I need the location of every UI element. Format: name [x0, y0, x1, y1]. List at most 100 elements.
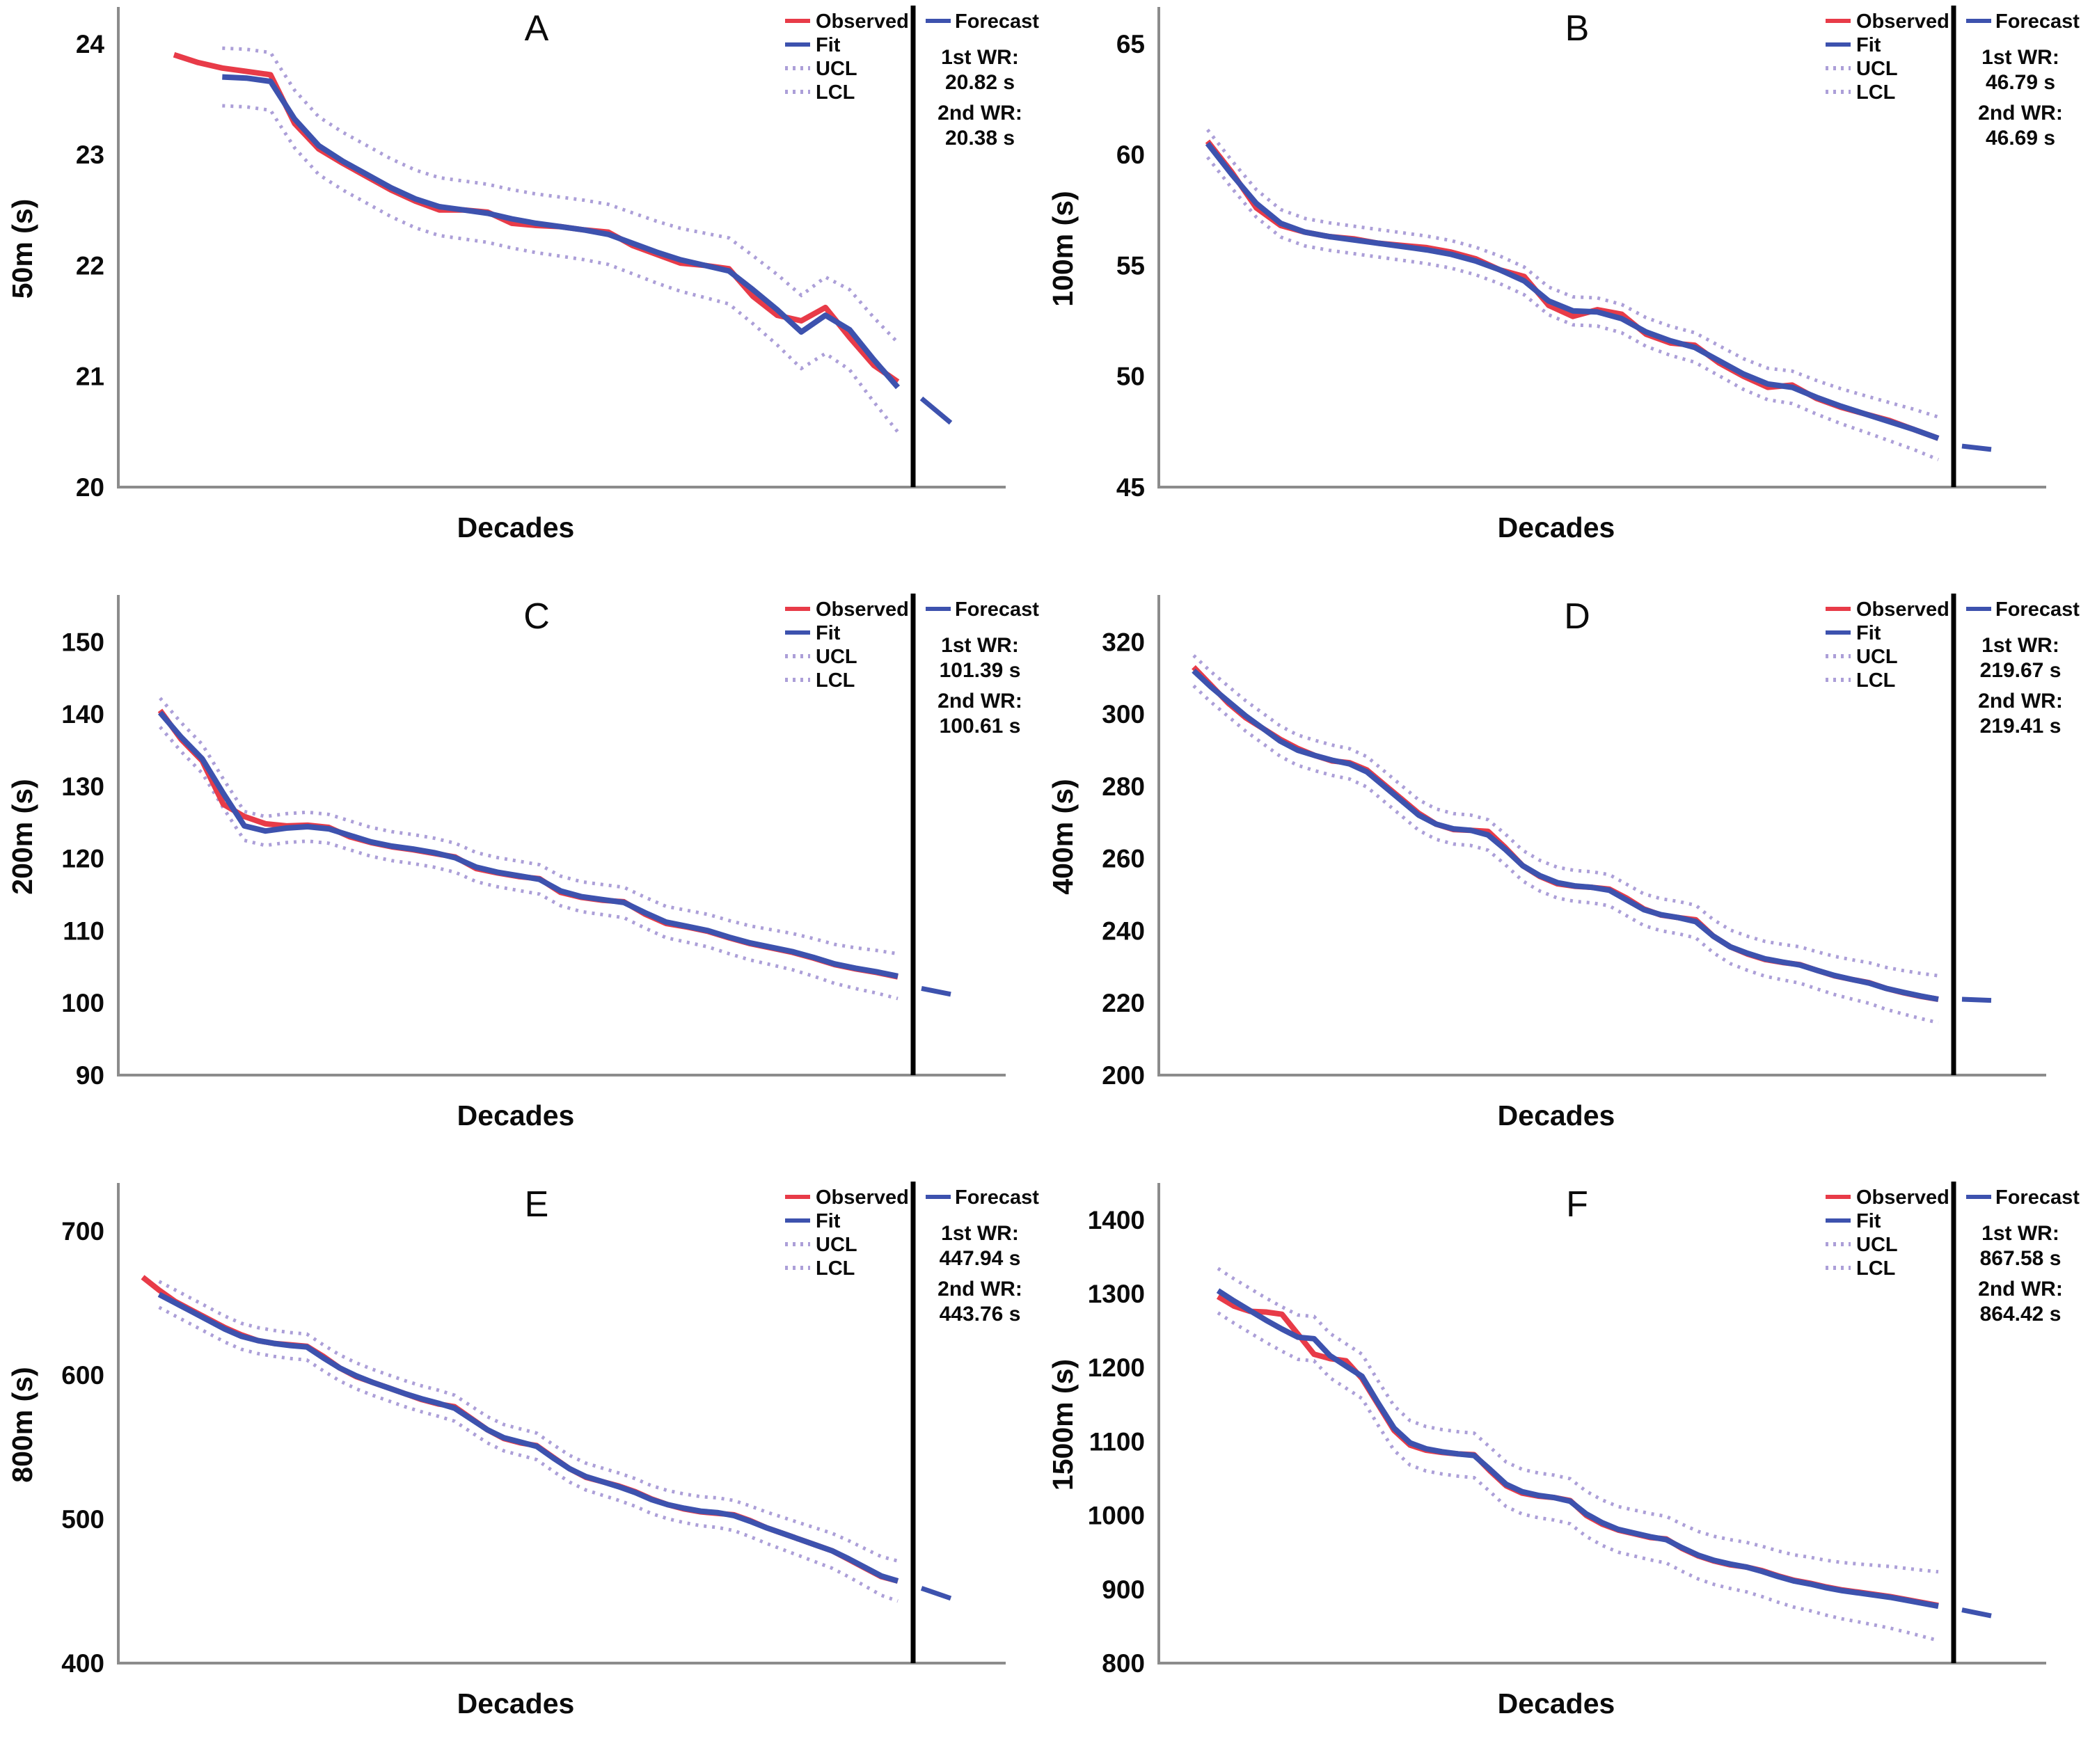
y-tick-label: 400: [61, 1649, 104, 1678]
y-tick-label: 1200: [1088, 1353, 1145, 1382]
chart-f: 800 900 1000 1100 1200 1300 1400 1500m (s) Decad…: [1047, 1182, 2080, 1719]
legend-forecast-label: Forecast: [1995, 1186, 2080, 1209]
y-tick-label: 60: [1116, 141, 1145, 169]
x-axis-label: Decades: [457, 1687, 575, 1719]
wr1-value: 867.58 s: [1980, 1247, 2062, 1270]
ucl-line: [1192, 654, 1939, 978]
fit-line: [157, 1292, 899, 1584]
legend-ucl-label: UCL: [816, 1234, 857, 1256]
legend-ucl-label: UCL: [816, 646, 857, 668]
legend-ucl-label: UCL: [1856, 58, 1898, 80]
wr2-label: 2nd WR:: [937, 1278, 1022, 1301]
ucl-line: [1206, 128, 1939, 419]
panel-b: 45 50 55 60 65 100m (s) Decades B Observed Fit UCL…: [1040, 0, 2081, 588]
wr2-value: 219.41 s: [1980, 715, 2062, 738]
forecast-line: [920, 1586, 952, 1601]
wr2-label: 2nd WR:: [1978, 102, 2063, 125]
legend-forecast-label: Forecast: [955, 10, 1039, 33]
wr2-label: 2nd WR:: [937, 102, 1022, 125]
fit-line: [157, 710, 899, 979]
ucl-line: [1217, 1266, 1939, 1574]
x-axis-label: Decades: [1498, 511, 1615, 543]
wr2-label: 2nd WR:: [1978, 1278, 2063, 1301]
legend-observed-label: Observed: [816, 1186, 909, 1209]
legend-fit-label: Fit: [1856, 34, 1881, 56]
legend-ucl-label: UCL: [816, 58, 857, 80]
y-axis-label: 800m (s): [6, 1367, 38, 1482]
legend-lcl-label: LCL: [1856, 1257, 1895, 1280]
panel-a: 20 21 22 23 24 50m (s) Decades A Observed Fit UCL L…: [0, 0, 1040, 588]
panel-letter: A: [525, 8, 549, 49]
y-tick-label: 150: [61, 628, 104, 656]
y-tick-label: 120: [61, 845, 104, 873]
forecast-line: [921, 986, 951, 997]
y-tick-label: 1000: [1088, 1502, 1145, 1530]
panel-letter: C: [523, 596, 550, 637]
panel-e: 400 500 600 700 800m (s) Decades E Observed Fit U…: [0, 1176, 1040, 1764]
legend-observed-label: Observed: [816, 10, 909, 33]
y-axis-label: 200m (s): [6, 779, 38, 894]
y-axis-label: 50m (s): [6, 199, 38, 299]
legend-fit-label: Fit: [816, 1210, 841, 1232]
legend-forecast-label: Forecast: [1995, 10, 2080, 33]
fit-line: [1216, 1288, 1939, 1610]
y-tick-label: 800: [1102, 1649, 1145, 1678]
legend-observed-label: Observed: [816, 598, 909, 621]
wr1-label: 1st WR:: [1981, 46, 2059, 69]
wr1-value: 20.82 s: [945, 71, 1015, 94]
wr1-label: 1st WR:: [941, 1222, 1019, 1245]
legend-lcl-label: LCL: [1856, 81, 1895, 104]
wr1-label: 1st WR:: [941, 46, 1019, 69]
y-tick-label: 280: [1102, 772, 1145, 801]
chart-c: 90 100 110 120 130 140 150 200m (s) Decades C Obse…: [6, 594, 1039, 1131]
fit-line: [1205, 141, 1940, 441]
y-tick-label: 140: [61, 700, 104, 729]
panel-c: 90 100 110 120 130 140 150 200m (s) Decades C Obse…: [0, 588, 1040, 1176]
legend-observed-label: Observed: [1856, 598, 1949, 621]
legend-lcl-label: LCL: [816, 81, 855, 104]
y-tick-label: 21: [76, 363, 104, 391]
y-tick-label: 300: [1102, 700, 1145, 729]
panel-letter: D: [1564, 596, 1590, 637]
ucl-line: [158, 1280, 899, 1563]
y-axis-label: 100m (s): [1047, 191, 1079, 306]
panel-d: 200 220 240 260 280 300 320 400m (s) Decades D Obs…: [1040, 588, 2081, 1176]
lcl-line: [1217, 1311, 1939, 1643]
legend-fit-label: Fit: [816, 622, 841, 644]
y-tick-label: 110: [63, 916, 104, 945]
y-tick-label: 130: [61, 772, 104, 801]
legend-lcl-label: LCL: [1856, 669, 1895, 692]
wr1-value: 219.67 s: [1980, 659, 2062, 682]
y-tick-label: 700: [61, 1217, 104, 1246]
forecast-line: [919, 396, 953, 425]
fit-line: [222, 74, 901, 390]
legend-observed-label: Observed: [1856, 1186, 1949, 1209]
y-tick-label: 55: [1116, 251, 1145, 280]
x-axis-label: Decades: [457, 1099, 575, 1131]
wr2-label: 2nd WR:: [937, 690, 1022, 713]
panel-letter: F: [1566, 1184, 1588, 1225]
y-tick-label: 260: [1102, 845, 1145, 873]
panel-letter: E: [525, 1184, 549, 1225]
x-axis-label: Decades: [1498, 1687, 1615, 1719]
wr2-label: 2nd WR:: [1978, 690, 2063, 713]
ucl-line: [222, 46, 899, 344]
legend-lcl-label: LCL: [816, 669, 855, 692]
wr2-value: 443.76 s: [940, 1303, 1021, 1326]
y-tick-label: 600: [61, 1361, 104, 1390]
y-tick-label: 20: [76, 473, 104, 502]
wr2-value: 46.69 s: [1986, 127, 2055, 150]
wr1-label: 1st WR:: [941, 634, 1019, 657]
wr1-label: 1st WR:: [1981, 634, 2059, 657]
y-tick-label: 90: [76, 1061, 104, 1090]
observed-line: [1205, 139, 1940, 441]
chart-a: 20 21 22 23 24 50m (s) Decades A ObservedFitUCLL…: [6, 6, 1039, 543]
legend-lcl-label: LCL: [816, 1257, 855, 1280]
wr2-value: 20.38 s: [945, 127, 1015, 150]
y-tick-label: 220: [1102, 989, 1145, 1017]
legend-ucl-label: UCL: [1856, 646, 1898, 668]
panel-letter: B: [1565, 8, 1590, 49]
legend-fit-label: Fit: [1856, 622, 1881, 644]
y-tick-label: 50: [1116, 363, 1145, 391]
